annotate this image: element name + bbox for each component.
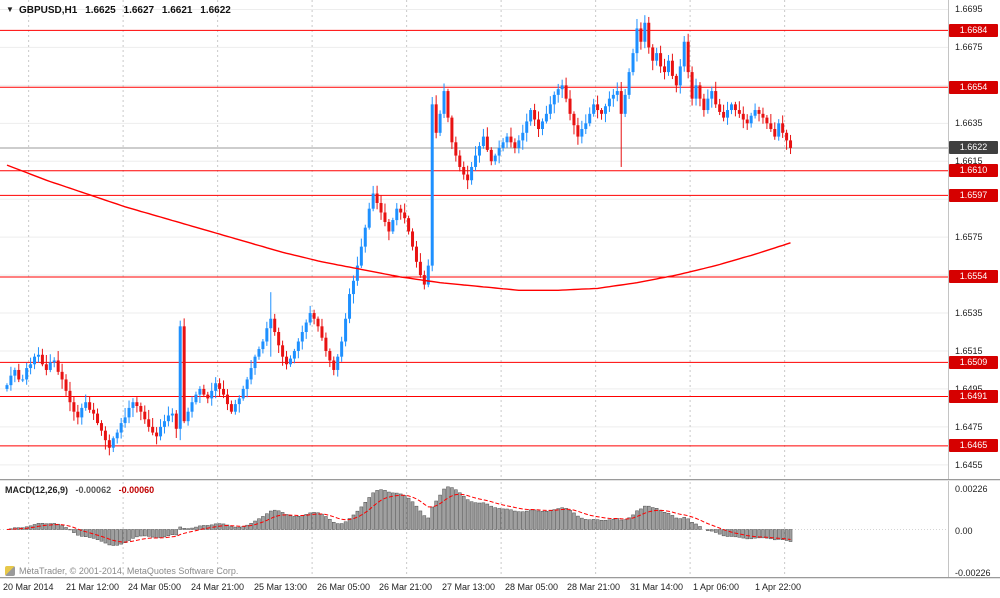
price-tick-label: 1.6515 (955, 346, 983, 356)
price-level-badge: 1.6610 (949, 164, 998, 177)
price-tick-label: 1.6495 (955, 384, 983, 394)
ohlc-close-value: 1.6622 (200, 5, 231, 16)
time-axis-label: 1 Apr 06:00 (693, 582, 740, 592)
price-level-badge: 1.6554 (949, 270, 998, 283)
price-level-badge: 1.6684 (949, 24, 998, 37)
macd-signal-line (6, 493, 791, 543)
macd-axis-label: 0.00226 (955, 484, 988, 494)
price-tick-label: 1.6575 (955, 232, 983, 242)
time-axis-label: 26 Mar 05:00 (317, 582, 371, 592)
macd-histogram (9, 486, 793, 546)
time-axis-label: 26 Mar 21:00 (379, 582, 433, 592)
price-level-badge: 1.6465 (949, 439, 998, 452)
time-axis-label: 20 Mar 2014 (3, 582, 54, 592)
price-chart-canvas[interactable] (0, 0, 948, 480)
symbol-period-label: GBPUSD,H1 (19, 5, 78, 16)
price-tick-label: 1.6455 (955, 460, 983, 470)
time-axis-label: 21 Mar 12:00 (66, 582, 120, 592)
chart-title: GBPUSD,H1 1.6625 1.6627 1.6621 1.6622 (19, 5, 236, 16)
horizontal-level-lines[interactable] (0, 29, 948, 447)
price-tick-label: 1.6695 (955, 4, 983, 14)
macd-axis-label: 0.00 (955, 526, 973, 536)
moving-average-line[interactable] (6, 164, 791, 291)
price-axis-border (948, 0, 949, 577)
price-tick-label: 1.6475 (955, 422, 983, 432)
ohlc-low-value: 1.6621 (161, 5, 193, 16)
macd-indicator-label: MACD(12,26,9) -0.00062 -0.00060 (5, 485, 154, 495)
time-axis-label: 25 Mar 13:00 (254, 582, 308, 592)
macd-name: MACD(12,26,9) (5, 485, 69, 495)
time-axis-label: 24 Mar 05:00 (128, 582, 182, 592)
price-tick-label: 1.6635 (955, 118, 983, 128)
dropdown-arrow-icon[interactable]: ▼ (6, 5, 14, 14)
price-level-badge: 1.6491 (949, 390, 998, 403)
macd-signal-value: -0.00060 (118, 485, 155, 495)
price-level-badge: 1.6509 (949, 356, 998, 369)
price-tick-label: 1.6615 (955, 156, 983, 166)
ohlc-open-value: 1.6625 (85, 5, 116, 16)
macd-axis-label: -0.00226 (955, 568, 991, 578)
time-axis-separator (0, 577, 1000, 579)
macd-chart-canvas[interactable] (0, 482, 948, 577)
time-axis-label: 28 Mar 21:00 (567, 582, 621, 592)
price-tick-label: 1.6675 (955, 42, 983, 52)
candlestick-series (5, 15, 793, 456)
time-axis-label: 28 Mar 05:00 (505, 582, 559, 592)
watermark: MetaTrader, © 2001-2014, MetaQuotes Soft… (5, 566, 238, 576)
macd-main-value: -0.00062 (75, 485, 112, 495)
pane-separator[interactable] (0, 479, 1000, 481)
price-level-badge: 1.6597 (949, 189, 998, 202)
time-axis-label: 27 Mar 13:00 (442, 582, 496, 592)
price-gridlines (0, 0, 948, 480)
watermark-text: MetaTrader, © 2001-2014, MetaQuotes Soft… (19, 566, 239, 576)
time-axis-label: 31 Mar 14:00 (630, 582, 684, 592)
metaquotes-logo-icon (5, 566, 15, 576)
price-level-badge: 1.6654 (949, 81, 998, 94)
time-axis-label: 24 Mar 21:00 (191, 582, 245, 592)
price-tick-label: 1.6535 (955, 308, 983, 318)
bid-price-badge: 1.6622 (949, 141, 998, 154)
time-axis-label: 1 Apr 22:00 (755, 582, 802, 592)
ohlc-high-value: 1.6627 (123, 5, 155, 16)
